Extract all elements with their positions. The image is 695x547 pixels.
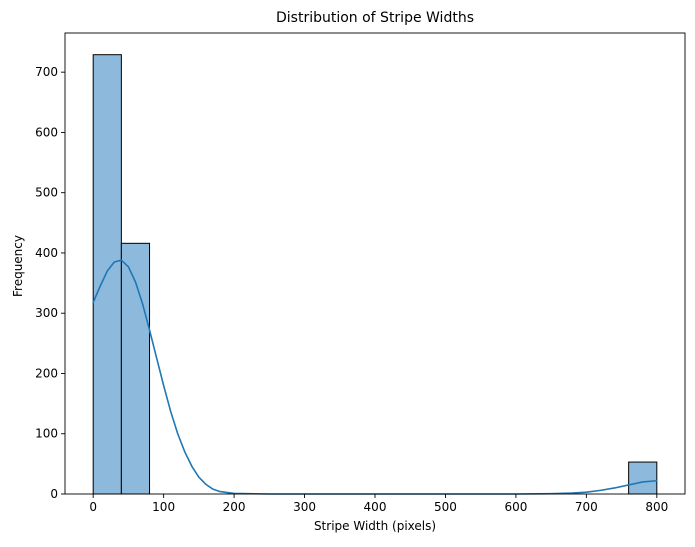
x-tick-label-700: 700 bbox=[575, 500, 598, 514]
y-tick-label-400: 400 bbox=[35, 246, 58, 260]
plot-frame bbox=[64, 32, 686, 495]
x-tick-label-400: 400 bbox=[364, 500, 387, 514]
plot-area: 0 100 200 300 400 500 600 700 800 0 100 200 300 400 50… bbox=[35, 32, 686, 514]
x-tick-label-100: 100 bbox=[152, 500, 175, 514]
y-tick-label-700: 700 bbox=[35, 65, 58, 79]
x-tick-label-600: 600 bbox=[504, 500, 527, 514]
x-axis-label: Stripe Width (pixels) bbox=[314, 519, 436, 533]
kde-line bbox=[92, 259, 658, 495]
y-tick-label-100: 100 bbox=[35, 427, 58, 441]
x-tick-label-800: 800 bbox=[645, 500, 668, 514]
x-tick-label-0: 0 bbox=[89, 500, 97, 514]
x-tick-label-200: 200 bbox=[223, 500, 246, 514]
histogram-bar-3 bbox=[628, 461, 658, 495]
x-tick-label-300: 300 bbox=[293, 500, 316, 514]
histogram-bar-1 bbox=[92, 54, 122, 495]
y-tick-label-300: 300 bbox=[35, 306, 58, 320]
y-tick-label-200: 200 bbox=[35, 366, 58, 380]
histogram-bar-2 bbox=[120, 242, 151, 495]
y-tick-label-600: 600 bbox=[35, 125, 58, 139]
x-tick-label-500: 500 bbox=[434, 500, 457, 514]
chart-title: Distribution of Stripe Widths bbox=[276, 10, 474, 26]
y-axis-label: Frequency bbox=[11, 235, 25, 297]
y-tick-label-0: 0 bbox=[50, 487, 58, 501]
y-tick-label-500: 500 bbox=[35, 186, 58, 200]
